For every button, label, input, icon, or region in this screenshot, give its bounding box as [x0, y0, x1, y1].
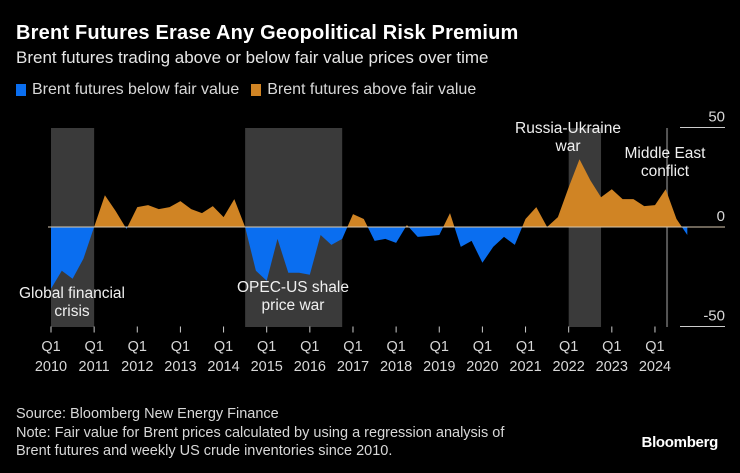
- x-tick-quarter: Q1: [84, 339, 103, 355]
- x-tick-quarter: Q1: [516, 339, 535, 355]
- y-tick-label: -50: [703, 308, 725, 325]
- legend-label-above: Brent futures above fair value: [267, 81, 477, 98]
- legend: Brent futures below fair value Brent fut…: [16, 81, 476, 99]
- x-tick-year: 2011: [79, 359, 110, 375]
- x-tick-year: 2017: [337, 359, 369, 375]
- legend-item-below: Brent futures below fair value: [16, 81, 239, 99]
- note-line-2: Brent futures and weekly US crude invent…: [16, 443, 393, 459]
- annotation-label: price war: [262, 297, 325, 314]
- x-tick-year: 2022: [553, 359, 585, 375]
- annotation-label: Global financial: [19, 285, 125, 302]
- x-tick-year: 2010: [35, 359, 67, 375]
- legend-label-below: Brent futures below fair value: [32, 81, 240, 98]
- x-tick-quarter: Q1: [430, 339, 449, 355]
- y-tick-label: 50: [708, 109, 725, 126]
- x-tick-quarter: Q1: [41, 339, 60, 355]
- x-tick-quarter: Q1: [171, 339, 190, 355]
- note-line-1: Note: Fair value for Brent prices calcul…: [16, 425, 505, 441]
- x-tick-quarter: Q1: [473, 339, 492, 355]
- x-tick-year: 2020: [466, 359, 498, 375]
- x-tick-year: 2013: [164, 359, 196, 375]
- x-tick-year: 2023: [596, 359, 628, 375]
- annotation-label: Middle East: [625, 145, 707, 162]
- x-tick-quarter: Q1: [386, 339, 405, 355]
- y-tick-label: 0: [717, 208, 725, 225]
- x-tick-quarter: Q1: [343, 339, 362, 355]
- x-tick-year: 2016: [294, 359, 326, 375]
- x-tick-year: 2015: [251, 359, 283, 375]
- chart-title: Brent Futures Erase Any Geopolitical Ris…: [16, 22, 519, 44]
- x-tick-year: 2024: [639, 359, 671, 375]
- annotation-label: crisis: [54, 303, 90, 320]
- x-tick-quarter: Q1: [128, 339, 147, 355]
- x-tick-year: 2012: [121, 359, 153, 375]
- annotation-label: conflict: [641, 163, 690, 180]
- annotation-label: war: [555, 138, 581, 155]
- source-text: Source: Bloomberg New Energy Finance: [16, 406, 279, 422]
- annotation-label: OPEC-US shale: [237, 279, 349, 296]
- annotation-label: Russia-Ukraine: [515, 120, 621, 137]
- x-tick-quarter: Q1: [257, 339, 276, 355]
- x-tick-quarter: Q1: [214, 339, 233, 355]
- legend-swatch-above: [251, 84, 262, 96]
- x-tick-year: 2018: [380, 359, 412, 375]
- x-tick-quarter: Q1: [645, 339, 664, 355]
- x-tick-year: 2019: [423, 359, 455, 375]
- x-tick-year: 2021: [509, 359, 541, 375]
- x-tick-year: 2014: [207, 359, 239, 375]
- area-above-fair-value: [51, 159, 688, 227]
- x-tick-quarter: Q1: [559, 339, 578, 355]
- legend-swatch-below: [16, 84, 26, 96]
- x-tick-quarter: Q1: [602, 339, 621, 355]
- chart-subtitle: Brent futures trading above or below fai…: [16, 48, 489, 67]
- legend-item-above: Brent futures above fair value: [251, 81, 476, 99]
- x-tick-quarter: Q1: [300, 339, 319, 355]
- bloomberg-logo: Bloomberg: [641, 434, 719, 451]
